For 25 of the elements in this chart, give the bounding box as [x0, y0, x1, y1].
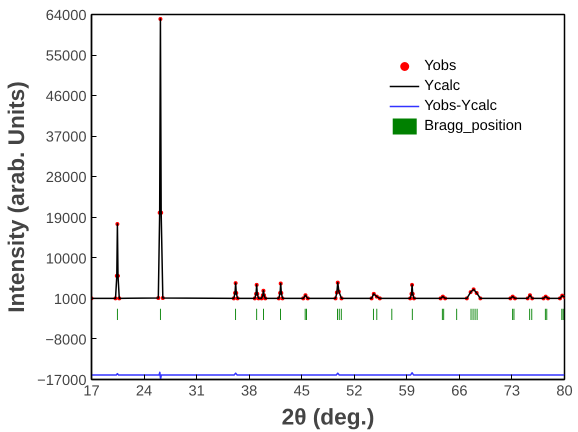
x-axis-title: 2θ (deg.) — [282, 404, 374, 430]
x-tick-label: 24 — [136, 384, 152, 400]
x-tick-label: 59 — [398, 384, 415, 400]
x-tick-label: 31 — [188, 384, 205, 400]
legend-label: Ycalc — [424, 78, 460, 94]
y-tick-label: 19000 — [46, 210, 87, 227]
legend-label: Yobs-Ycalc — [424, 98, 497, 114]
y-tick-label: 1000 — [54, 292, 87, 308]
x-tick-label: 52 — [346, 384, 362, 400]
x-tick-label: 45 — [294, 384, 310, 400]
y-tick-label: 46000 — [46, 89, 87, 106]
y-tick-label: 55000 — [46, 48, 87, 65]
y-tick-label: −8000 — [45, 332, 87, 348]
y-axis-title: Intensity (arab. Units) — [3, 81, 30, 313]
y-tick-label: 10000 — [46, 251, 87, 268]
legend-label: Bragg_position — [424, 118, 522, 134]
x-tick-label: 66 — [451, 384, 468, 400]
x-tick-label: 17 — [83, 384, 100, 400]
y-tick-label: 37000 — [46, 130, 87, 146]
legend-label: Yobs — [424, 58, 456, 74]
x-tick-label: 73 — [504, 384, 520, 400]
x-tick-label: 80 — [556, 384, 573, 400]
y-tick-label: 28000 — [46, 170, 87, 186]
x-tick-label: 38 — [241, 384, 258, 400]
y-tick-label: 64000 — [46, 8, 87, 24]
